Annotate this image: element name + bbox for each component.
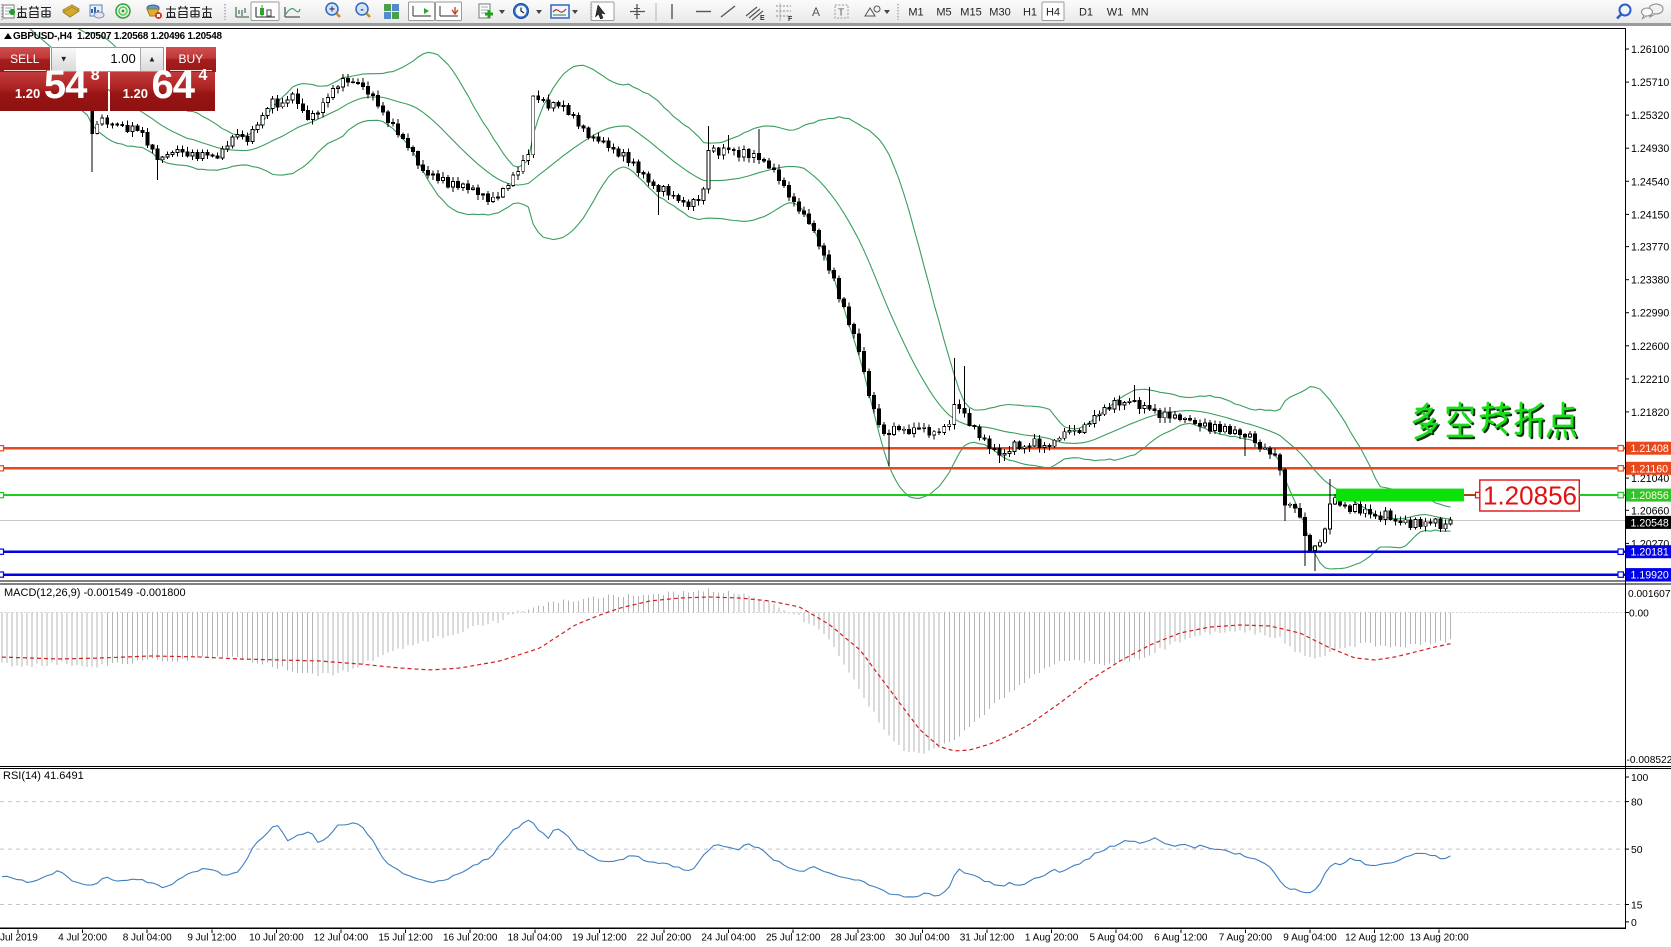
svg-text:0: 0 [1631,918,1637,929]
svg-text:H1: H1 [1023,7,1037,19]
svg-text:8 Jul 04:00: 8 Jul 04:00 [123,933,172,944]
svg-text:100: 100 [1631,773,1649,784]
svg-text:31 Jul 12:00: 31 Jul 12:00 [960,933,1015,944]
svg-text:1 Aug 20:00: 1 Aug 20:00 [1025,933,1079,944]
svg-text:25 Jul 12:00: 25 Jul 12:00 [766,933,821,944]
svg-text:M30: M30 [989,7,1010,19]
svg-text:+: + [329,5,335,16]
svg-text:24 Jul 04:00: 24 Jul 04:00 [701,933,756,944]
svg-text:M5: M5 [936,7,951,19]
svg-text:H4: H4 [1046,7,1060,19]
svg-text:Jul 2019: Jul 2019 [0,933,38,944]
svg-text:19 Jul 12:00: 19 Jul 12:00 [572,933,627,944]
svg-text:12 Jul 04:00: 12 Jul 04:00 [314,933,369,944]
svg-text:1.23770: 1.23770 [1631,242,1669,254]
svg-text:E: E [760,15,765,22]
svg-text:1.21408: 1.21408 [1631,443,1669,455]
svg-text:1.26100: 1.26100 [1631,44,1669,56]
svg-text:15 Jul 12:00: 15 Jul 12:00 [378,933,433,944]
svg-text:1.20856: 1.20856 [1483,481,1577,511]
svg-text:1.23380: 1.23380 [1631,275,1669,287]
svg-text:1.19920: 1.19920 [1631,570,1669,582]
svg-text:30 Jul 04:00: 30 Jul 04:00 [895,933,950,944]
svg-text:0.001607: 0.001607 [1628,589,1671,600]
svg-text:1.20181: 1.20181 [1631,547,1669,559]
svg-text:10 Jul 20:00: 10 Jul 20:00 [249,933,304,944]
svg-text:15: 15 [1631,901,1643,912]
svg-text:1.24150: 1.24150 [1631,209,1669,221]
svg-text:50: 50 [1631,845,1643,856]
svg-text:9 Aug 04:00: 9 Aug 04:00 [1283,933,1337,944]
svg-text:M1: M1 [908,7,923,19]
svg-text:80: 80 [1631,798,1643,809]
svg-text:M15: M15 [960,7,981,19]
svg-text:1.24540: 1.24540 [1631,176,1669,188]
svg-text:7 Aug 20:00: 7 Aug 20:00 [1219,933,1273,944]
svg-text:5 Aug 04:00: 5 Aug 04:00 [1090,933,1144,944]
svg-text:1.25320: 1.25320 [1631,110,1669,122]
svg-text:9 Jul 12:00: 9 Jul 12:00 [187,933,236,944]
svg-text:1.24930: 1.24930 [1631,143,1669,155]
svg-text:4 Jul 20:00: 4 Jul 20:00 [58,933,107,944]
svg-text:6 Aug 12:00: 6 Aug 12:00 [1154,933,1208,944]
svg-text:12 Aug 12:00: 12 Aug 12:00 [1345,933,1404,944]
svg-text:1.20856: 1.20856 [1631,490,1669,502]
svg-text:RSI(14) 41.6491: RSI(14) 41.6491 [3,770,84,782]
svg-text:0.00: 0.00 [1629,609,1649,620]
svg-text:28 Jul 23:00: 28 Jul 23:00 [831,933,886,944]
svg-text:F: F [788,16,793,23]
svg-text:1.20548: 1.20548 [1631,517,1669,529]
svg-text:22 Jul 20:00: 22 Jul 20:00 [637,933,692,944]
svg-text:16 Jul 20:00: 16 Jul 20:00 [443,933,498,944]
svg-text:1.22600: 1.22600 [1631,341,1669,353]
svg-text:1.21040: 1.21040 [1631,473,1669,485]
svg-text:A: A [812,5,820,19]
svg-text:T: T [838,8,844,19]
svg-text:MACD(12,26,9) -0.001549 -0.001: MACD(12,26,9) -0.001549 -0.001800 [4,587,186,599]
svg-text:W1: W1 [1107,7,1124,19]
svg-text:18 Jul 04:00: 18 Jul 04:00 [508,933,563,944]
svg-text:1.21160: 1.21160 [1631,463,1669,475]
svg-text:1.20660: 1.20660 [1631,505,1669,517]
svg-text:D1: D1 [1079,7,1093,19]
svg-text:1.22210: 1.22210 [1631,374,1669,386]
svg-text:1.22990: 1.22990 [1631,308,1669,320]
svg-text:MN: MN [1131,7,1148,19]
svg-text:1.25710: 1.25710 [1631,77,1669,89]
svg-text:13 Aug 20:00: 13 Aug 20:00 [1410,933,1469,944]
svg-text:-: - [360,5,363,16]
svg-text:-0.008522: -0.008522 [1627,755,1671,766]
svg-text:1.21820: 1.21820 [1631,407,1669,419]
